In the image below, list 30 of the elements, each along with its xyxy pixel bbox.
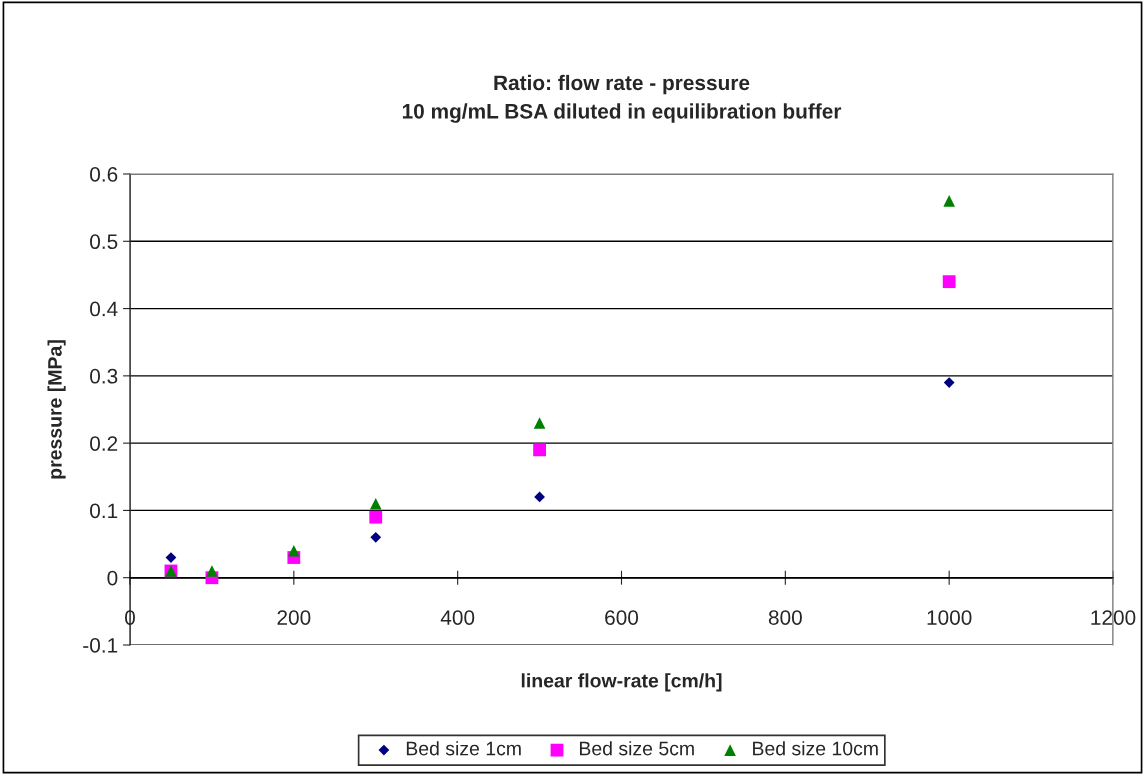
point	[369, 510, 383, 524]
point	[288, 544, 300, 557]
point	[369, 497, 382, 510]
x-tick-label: 800	[768, 610, 802, 625]
y-tick-label: 0.5	[90, 234, 118, 250]
y-tick-label: 0.2	[90, 436, 118, 451]
point	[370, 531, 382, 543]
point	[533, 443, 546, 457]
x-tick-label: 400	[440, 610, 475, 625]
point	[942, 275, 956, 289]
point	[533, 417, 546, 429]
legend-label: Bed size 10cm	[753, 741, 878, 756]
x-axis-title: linear flow-rate [cm/h]	[521, 673, 722, 692]
chart-title: Ratio: flow rate - pressure 10 mg/mL BSA diluted in equilibration buffer	[402, 74, 842, 123]
x-tick-label: 1000	[927, 610, 972, 625]
x-tick-label: 200	[277, 610, 311, 625]
y-axis-title: pressure [MPa]	[47, 340, 66, 479]
x-tick-label: 600	[605, 610, 639, 625]
x-tick-label: 1200	[1091, 610, 1136, 625]
point	[943, 195, 955, 207]
y-tick-label: 0.1	[90, 503, 118, 519]
y-tick-label: 0	[107, 570, 118, 586]
legend-label: Bed size 5cm	[579, 741, 694, 756]
y-tick-label: 0.4	[90, 301, 118, 317]
y-tick-label: 0.3	[90, 368, 118, 384]
point	[943, 377, 955, 388]
y-tick-label: 0.6	[90, 167, 118, 182]
y-tick-label: -0.1	[83, 638, 118, 653]
legend-label: Bed size 1cm	[406, 741, 521, 756]
point	[206, 565, 218, 577]
